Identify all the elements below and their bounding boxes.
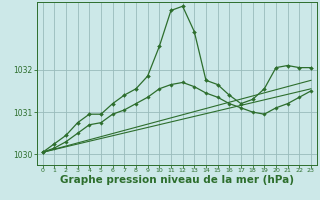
X-axis label: Graphe pression niveau de la mer (hPa): Graphe pression niveau de la mer (hPa) — [60, 175, 294, 185]
